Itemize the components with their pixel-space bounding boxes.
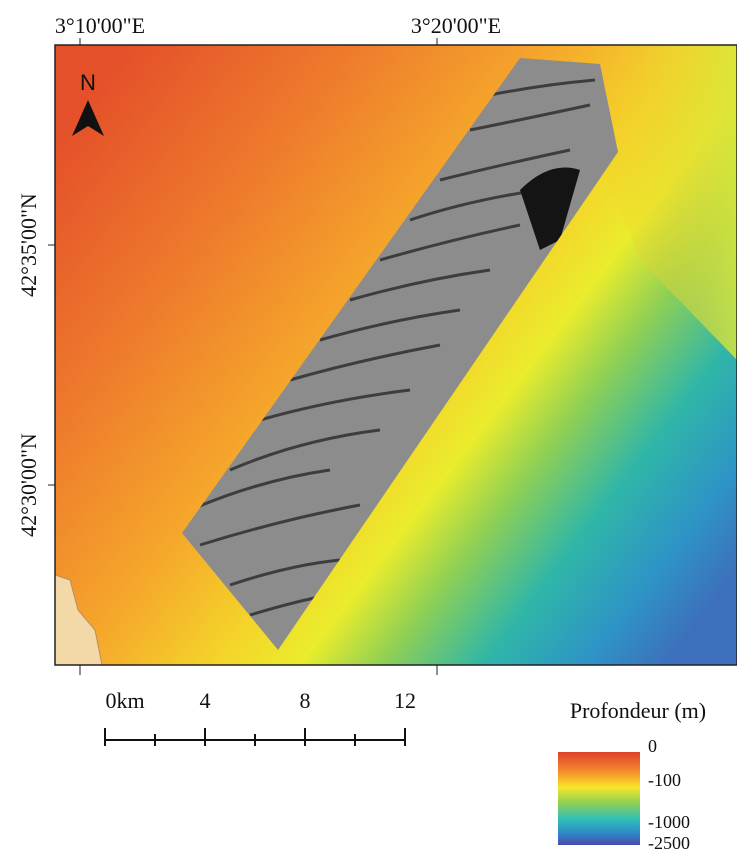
scale-label: 4 [200, 688, 211, 713]
scale-label: 8 [300, 688, 311, 713]
longitude-label: 3°10'00"E [55, 13, 145, 38]
latitude-label: 42°30'00"N [16, 433, 41, 537]
map-body [55, 45, 737, 665]
legend-label: -100 [648, 770, 681, 790]
scale-label: 0km [105, 688, 144, 713]
legend-colorbar [558, 752, 640, 845]
map-figure: 3°10'00"E 3°20'00"E 42°35'00"N 42°30'00"… [0, 0, 737, 852]
longitude-label: 3°20'00"E [411, 13, 501, 38]
legend-label: -2500 [648, 833, 690, 852]
legend-title: Profondeur (m) [570, 698, 706, 723]
north-label: N [80, 70, 96, 95]
latitude-label: 42°35'00"N [16, 193, 41, 297]
scale-label: 12 [394, 688, 416, 713]
legend-label: 0 [648, 736, 657, 756]
legend-label: -1000 [648, 812, 690, 832]
scale-bar [105, 728, 405, 746]
